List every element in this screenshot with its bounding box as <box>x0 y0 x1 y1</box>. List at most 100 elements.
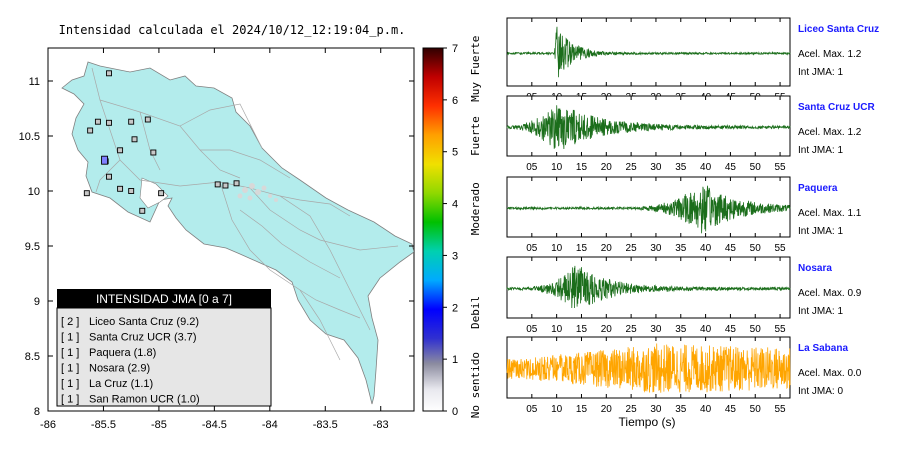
waveform-x-tick-label: 30 <box>650 162 662 173</box>
costa-rica-land <box>61 61 414 405</box>
legend-item-name: San Ramon UCR (1.0) <box>89 394 200 406</box>
waveform-x-tick-label: 55 <box>775 324 787 335</box>
waveform-x-tick-label: 20 <box>601 162 613 173</box>
legend-title: INTENSIDAD JMA [0 a 7] <box>96 292 232 306</box>
map-y-tick-label: 9 <box>34 296 40 308</box>
station-marker <box>233 180 240 187</box>
waveform-frame <box>506 17 791 87</box>
station-marker <box>117 147 124 154</box>
waveform-x-tick-label: 30 <box>650 404 662 415</box>
waveform-x-tick-label: 10 <box>551 243 563 254</box>
nicoya-gulf-water <box>139 177 169 209</box>
waveform-x-tick-label: 05 <box>526 324 538 335</box>
colorbar-category-label: Moderado <box>469 182 482 235</box>
colorbar-tick-label: 6 <box>452 95 458 107</box>
waveform-panel: 0510152025303540455055Liceo Santa CruzAc… <box>506 17 879 103</box>
waveform-x-tick-label: 35 <box>675 324 687 335</box>
waveform-x-tick-label: 40 <box>700 404 712 415</box>
station-marker <box>150 149 157 156</box>
legend-item-level: [ 1 ] <box>61 363 79 375</box>
legend-body <box>56 307 272 407</box>
map-y-tick-label: 9.5 <box>25 241 40 253</box>
station-marker <box>83 190 90 197</box>
station-name: Paquera <box>798 183 838 194</box>
waveform-trace <box>506 185 791 234</box>
map-x-tick-label: -83.5 <box>313 419 338 431</box>
waveform-x-tick-label: 05 <box>526 243 538 254</box>
waveform-x-tick-label: 40 <box>700 162 712 173</box>
legend-title-bar <box>57 289 271 308</box>
map-y-axis: 11 10.5 10 9.5 9 8.5 8 <box>19 76 414 418</box>
station-marker-highlight <box>101 155 109 165</box>
station-name: Santa Cruz UCR <box>798 102 875 113</box>
waveform-x-tick-label: 50 <box>750 404 762 415</box>
legend-item-level: [ 1 ] <box>61 347 79 359</box>
station-markers <box>83 70 240 214</box>
waveform-x-tick-label: 35 <box>675 243 687 254</box>
waveform-x-tick-label: 20 <box>601 243 613 254</box>
colorbar: 0 1 2 3 4 5 6 7 No sentido Debil Moderado Fuerte Mu… <box>422 36 482 418</box>
waveform-x-tick-label: 10 <box>551 404 563 415</box>
waveform-panel: 05 10 15 20 25 30 35 40 45 50 55 La Sabana Acel. Max… <box>506 336 862 415</box>
station-marker <box>128 188 135 194</box>
map-x-axis: -86 -85.5 -85 -84.5 -84 -83.5 -83 <box>40 48 389 431</box>
waveform-x-tick-label: 25 <box>626 243 638 254</box>
waveform-x-tick-label: 25 <box>626 162 638 173</box>
waveform-x-tick-label: 50 <box>750 243 762 254</box>
station-name: Liceo Santa Cruz <box>798 24 879 35</box>
waveform-x-tick-label: 15 <box>576 243 588 254</box>
station-marker <box>106 70 112 77</box>
waveform-x-tick-label: 20 <box>601 404 613 415</box>
legend-item-name: Nosara (2.9) <box>89 363 150 375</box>
waveform-x-tick-label: 45 <box>725 243 737 254</box>
waveform-trace <box>506 105 791 150</box>
station-name: La Sabana <box>798 343 848 354</box>
legend-item-level: [ 2 ] <box>61 316 79 328</box>
acel-max-label: Acel. Max. 0.0 <box>798 368 862 379</box>
map-x-tick-label: -85.5 <box>91 419 116 431</box>
colorbar-tick-label: 5 <box>452 147 458 159</box>
waveform-x-tick-label: 55 <box>775 243 787 254</box>
waveform-x-tick-label: 40 <box>700 243 712 254</box>
station-marker <box>222 182 229 189</box>
legend-item-level: [ 1 ] <box>61 332 79 344</box>
map-x-tick-label: -85 <box>151 419 167 431</box>
waveform-x-tick-label: 45 <box>725 162 737 173</box>
waveform-x-tick-label: 05 <box>526 404 538 415</box>
int-jma-label: Int JMA: 1 <box>798 145 843 156</box>
legend-item-name: Liceo Santa Cruz (9.2) <box>89 316 199 328</box>
colorbar-tick-label: 2 <box>452 302 458 314</box>
waveform-x-tick-label: 10 <box>551 162 563 173</box>
map-x-tick-label: -83 <box>373 419 389 431</box>
waveform-x-tick-label: 30 <box>650 243 662 254</box>
colorbar-gradient <box>422 47 444 412</box>
colorbar-category-label: Fuerte <box>469 116 482 156</box>
waveform-panel: 05 10 15 20 25 30 35 40 45 50 55 Santa Cruz UCR Acel… <box>506 95 875 173</box>
map-x-tick-label: -84 <box>262 419 278 431</box>
station-marker <box>94 118 101 125</box>
station-name: Nosara <box>798 263 832 274</box>
colorbar-category-label: Muy Fuerte <box>469 36 482 102</box>
colorbar-tick-label: 0 <box>452 406 458 418</box>
waveform-x-tick-label: 15 <box>576 404 588 415</box>
waveform-x-tick-label: 55 <box>775 162 787 173</box>
map-panel: -86 -85.5 -85 -84.5 -84 -83.5 -83 11 10.5 10 9.5 9… <box>19 47 415 431</box>
waveform-x-tick-label: 15 <box>576 162 588 173</box>
city-cluster <box>237 183 278 202</box>
waveform-x-tick-label: 40 <box>700 324 712 335</box>
int-jma-label: Int JMA: 1 <box>798 226 843 237</box>
waveform-x-tick-label: 25 <box>626 404 638 415</box>
waveform-x-tick-label: 50 <box>750 324 762 335</box>
waveform-panel: 05 10 15 20 25 30 35 40 45 50 55 Nosara Acel. Max. 0… <box>506 256 862 335</box>
station-marker <box>214 181 221 188</box>
waveform-x-tick-label: 50 <box>750 162 762 173</box>
waveform-x-tick-label: 35 <box>675 404 687 415</box>
waveform-x-tick-label: 05 <box>526 162 538 173</box>
road-network <box>91 67 399 361</box>
map-y-tick-label: 10 <box>28 186 40 198</box>
legend-item-level: [ 1 ] <box>61 378 79 390</box>
colorbar-tick-label: 1 <box>452 354 458 366</box>
waveform-x-tick-label: 10 <box>551 324 563 335</box>
int-jma-label: Int JMA: 1 <box>798 306 843 317</box>
